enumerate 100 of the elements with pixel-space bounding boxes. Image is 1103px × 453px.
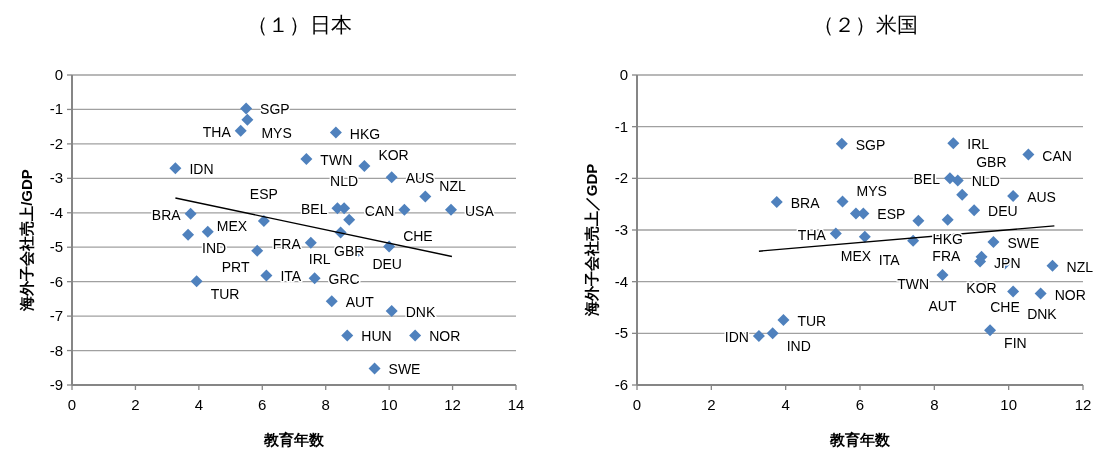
annotation: THA (797, 226, 827, 243)
point (941, 213, 954, 226)
annotation: TUR (797, 312, 827, 329)
annotation: MEX (216, 217, 248, 234)
point (260, 269, 273, 282)
annotation: DNK (405, 303, 436, 320)
annotation: IND (202, 239, 227, 256)
y-tick-label: -2 (614, 169, 628, 187)
point (829, 227, 842, 240)
x-tick-label: 12 (1074, 396, 1092, 413)
x-axis-title: 教育年数 (829, 431, 891, 448)
point (385, 304, 398, 317)
annotation: BEL (913, 171, 941, 188)
annotation: FIN (1004, 335, 1027, 352)
annotation: ITA (280, 268, 302, 285)
point (304, 236, 317, 249)
x-tick-label: 10 (1000, 396, 1018, 413)
annotation: BRA (790, 195, 821, 212)
annotation: SWE (388, 361, 421, 378)
point (300, 153, 313, 166)
annotation: MYS (856, 182, 887, 199)
y-tick-label: -6 (49, 272, 63, 290)
annotation: FRA (272, 235, 302, 252)
point (385, 171, 398, 184)
point (241, 113, 254, 126)
x-tick-label: 8 (930, 396, 939, 413)
point (968, 204, 981, 217)
annotation: HKG (932, 230, 963, 247)
annotation: KOR (378, 146, 409, 163)
point (444, 203, 457, 216)
point (341, 329, 354, 342)
annotation: NLD (971, 173, 1000, 190)
annotation: DEU (988, 203, 1018, 220)
point (419, 190, 432, 203)
point (777, 313, 790, 326)
annotation: FRA (932, 247, 962, 264)
y-tick-label: -3 (614, 221, 628, 238)
annotation: NZL (1066, 258, 1094, 275)
annotation: MEX (840, 248, 872, 265)
point (184, 207, 197, 220)
point (835, 137, 848, 150)
point (947, 137, 960, 150)
annotation: ESP (877, 206, 906, 223)
point (752, 329, 765, 342)
point (325, 295, 338, 308)
chart-title: （２）米国 (812, 13, 918, 37)
annotation: IDN (189, 161, 214, 178)
x-tick-label: 6 (855, 396, 865, 413)
annotation: SGP (260, 101, 290, 118)
point (936, 268, 949, 281)
annotation: MYS (261, 124, 292, 141)
annotation: NLD (330, 173, 359, 190)
annotation: TUR (210, 286, 240, 303)
annotation: NZL (439, 177, 466, 194)
annotation: HKG (349, 125, 381, 142)
point (766, 327, 779, 340)
x-tick-label: 14 (507, 396, 525, 413)
y-tick-label: -4 (614, 272, 628, 290)
annotation: PRT (221, 258, 250, 275)
point (836, 195, 849, 208)
point (358, 159, 371, 172)
annotation: DNK (1027, 306, 1058, 323)
annotation: IND (786, 338, 811, 355)
y-tick-label: -9 (49, 376, 63, 393)
annotation: NOR (1054, 286, 1086, 303)
point (398, 203, 411, 216)
annotation: SGP (855, 136, 886, 153)
x-tick-label: 4 (781, 396, 790, 413)
annotation: CHE (990, 298, 1020, 315)
chart-title: （１）日本 (246, 13, 352, 37)
point (951, 174, 964, 187)
annotation: AUS (405, 170, 435, 187)
point (251, 244, 264, 257)
y-tick-label: -2 (49, 134, 63, 152)
y-tick-label: 0 (619, 66, 628, 83)
x-tick-label: 2 (131, 396, 140, 413)
point (409, 329, 422, 342)
x-tick-label: 0 (67, 396, 77, 413)
annotation: GRC (328, 271, 360, 288)
point (1007, 285, 1020, 298)
annotation: CHE (403, 227, 433, 244)
point (257, 215, 270, 228)
y-tick-label: -1 (49, 100, 63, 118)
annotation: IDN (724, 328, 749, 345)
point (182, 228, 195, 241)
point (201, 225, 214, 238)
point (240, 102, 253, 115)
annotation: CAN (364, 202, 395, 219)
x-tick-label: 2 (707, 396, 716, 413)
annotation: HUN (361, 328, 392, 345)
x-tick-label: 0 (632, 396, 642, 413)
point (234, 124, 247, 137)
annotation: CAN (1042, 147, 1072, 164)
point (1022, 148, 1035, 161)
y-axis-title: 海外子会社売上/GDP (18, 169, 35, 312)
y-tick-label: -5 (614, 324, 628, 342)
annotation: BRA (151, 206, 182, 223)
y-tick-label: 0 (54, 66, 63, 83)
annotation: IRL (967, 136, 990, 153)
y-axis-title: 海外子会社売上／GDP (583, 163, 600, 318)
